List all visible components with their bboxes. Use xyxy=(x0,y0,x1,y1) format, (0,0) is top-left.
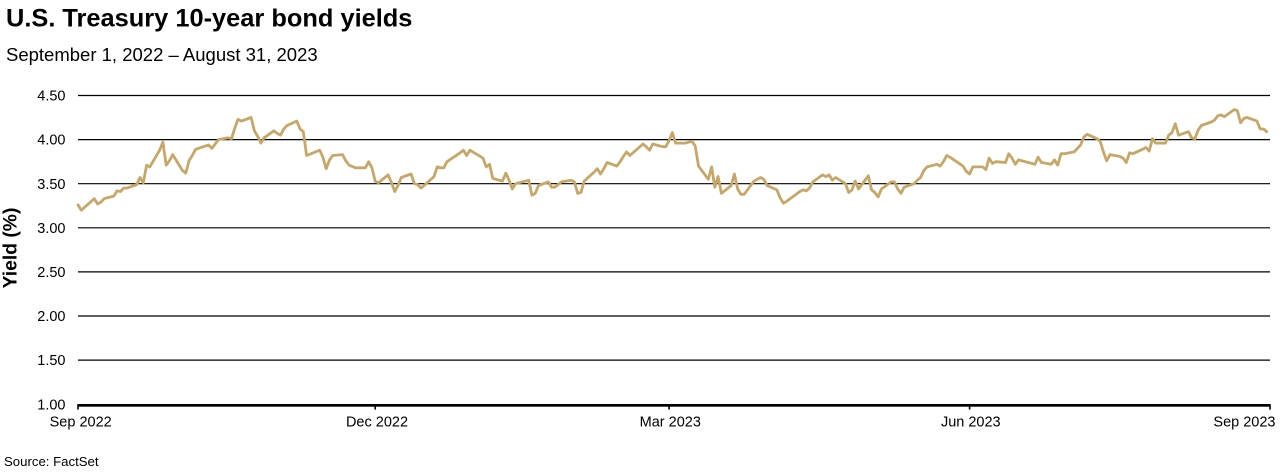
svg-text:3.50: 3.50 xyxy=(37,177,65,193)
svg-text:U.S. Treasury 10-year bond yie: U.S. Treasury 10-year bond yields xyxy=(6,5,412,33)
svg-text:Jun 2023: Jun 2023 xyxy=(941,415,1001,431)
svg-text:2.00: 2.00 xyxy=(37,309,65,325)
svg-text:4.00: 4.00 xyxy=(37,133,65,149)
svg-text:September 1, 2022 – August 31,: September 1, 2022 – August 31, 2023 xyxy=(6,44,318,65)
svg-text:3.00: 3.00 xyxy=(37,221,65,237)
svg-text:Dec 2022: Dec 2022 xyxy=(346,415,408,431)
svg-text:2.50: 2.50 xyxy=(37,265,65,281)
svg-text:Yield (%): Yield (%) xyxy=(1,208,22,289)
svg-text:Source: FactSet: Source: FactSet xyxy=(4,454,99,469)
svg-text:4.50: 4.50 xyxy=(37,89,65,105)
svg-text:1.00: 1.00 xyxy=(37,397,65,413)
svg-text:1.50: 1.50 xyxy=(37,353,65,369)
svg-text:Mar 2023: Mar 2023 xyxy=(640,415,701,431)
svg-text:Sep 2023: Sep 2023 xyxy=(1213,415,1275,431)
svg-text:Sep 2022: Sep 2022 xyxy=(50,415,112,431)
